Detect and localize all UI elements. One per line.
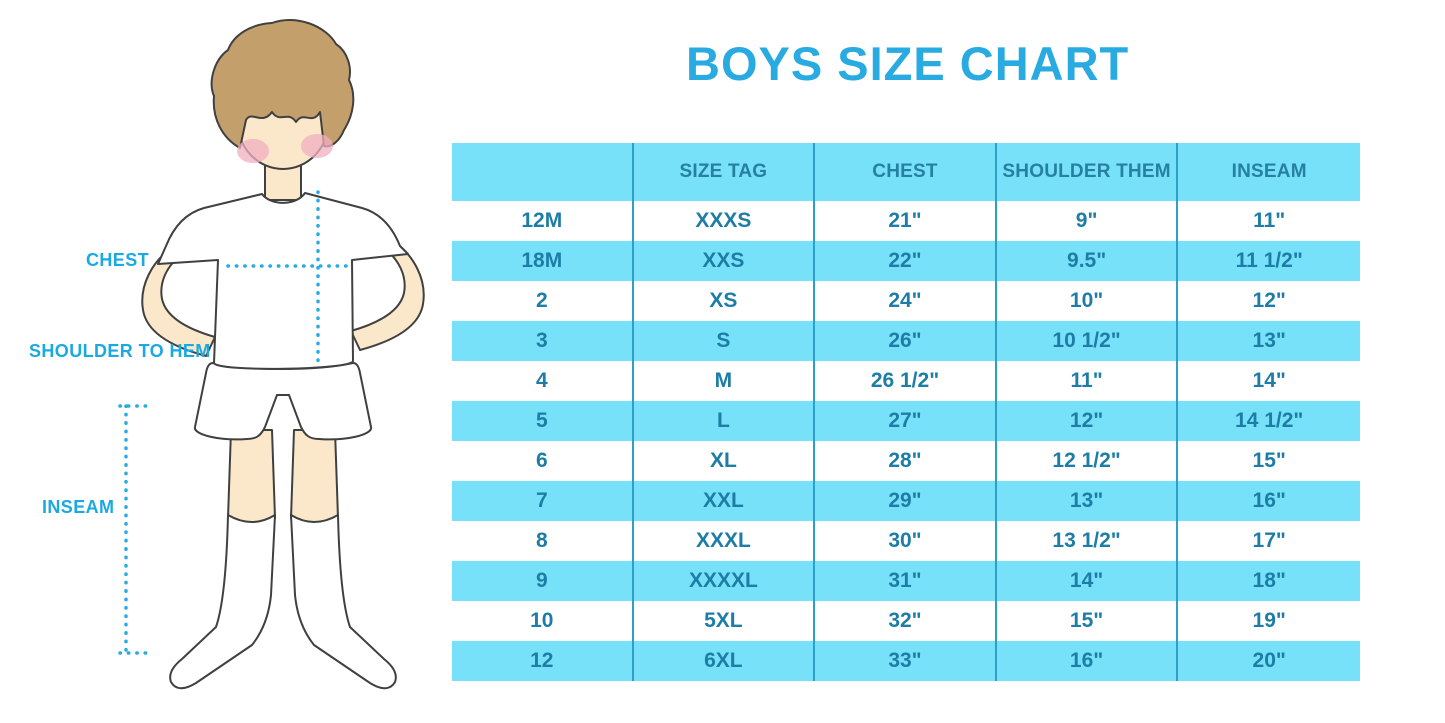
column-header-shoulder-them: SHOULDER THEM xyxy=(997,143,1179,201)
table-cell: 14" xyxy=(1252,369,1286,392)
table-row: 9 XXXXL 31" 14" 18" xyxy=(452,561,1360,601)
table-row: 18M XXS 22" 9.5" 11 1/2" xyxy=(452,241,1360,281)
hair xyxy=(210,18,355,149)
table-cell: 26" xyxy=(815,321,997,361)
table-cell: 21" xyxy=(815,201,997,241)
table-cell: 3 xyxy=(452,321,634,361)
arm-right xyxy=(350,240,425,351)
table-body: 12M XXXS 21" 9" 11" 18M XXS 22" 9.5" 11 … xyxy=(452,201,1360,681)
column-header-size-tag: SIZE TAG xyxy=(634,143,816,201)
table-cell: 13" xyxy=(1252,329,1286,352)
table-cell: 12" xyxy=(997,401,1179,441)
table-cell: 9" xyxy=(997,201,1179,241)
table-cell: L xyxy=(634,401,816,441)
arm-left xyxy=(141,246,216,357)
table-cell: 5 xyxy=(452,401,634,441)
table-cell: 15" xyxy=(1252,449,1286,472)
table-cell: 17" xyxy=(1252,529,1286,552)
table-cell: XXL xyxy=(634,481,816,521)
leg-left xyxy=(227,429,276,528)
table-cell: 12 1/2" xyxy=(997,441,1179,481)
table-cell: 29" xyxy=(815,481,997,521)
table-cell: 16" xyxy=(1252,489,1286,512)
table-row: 3 S 26" 10 1/2" 13" xyxy=(452,321,1360,361)
table-cell: 10" xyxy=(997,281,1179,321)
table-cell: 11" xyxy=(1253,209,1286,232)
sock-left xyxy=(169,514,276,690)
leg-right xyxy=(290,429,339,528)
table-row: 4 M 26 1/2" 11" 14" xyxy=(452,361,1360,401)
table-cell: XXXS xyxy=(634,201,816,241)
cheek-left xyxy=(237,139,269,163)
table-cell: XS xyxy=(634,281,816,321)
table-cell: 28" xyxy=(815,441,997,481)
table-cell: 22" xyxy=(815,241,997,281)
table-row: 12M XXXS 21" 9" 11" xyxy=(452,201,1360,241)
table-cell: 31" xyxy=(815,561,997,601)
table-cell: 11 1/2" xyxy=(1235,249,1303,272)
table-cell: 6 xyxy=(452,441,634,481)
table-cell: 9 xyxy=(452,561,634,601)
table-cell: 33" xyxy=(815,641,997,681)
cheek-right xyxy=(301,134,333,158)
table-cell: XXXL xyxy=(634,521,816,561)
inseam-label: INSEAM xyxy=(42,497,115,517)
table-cell: 13" xyxy=(997,481,1179,521)
column-header-chest: CHEST xyxy=(815,143,997,201)
table-cell: XXS xyxy=(634,241,816,281)
table-cell: 10 1/2" xyxy=(997,321,1179,361)
sock-right xyxy=(290,514,397,690)
table-row: 6 XL 28" 12 1/2" 15" xyxy=(452,441,1360,481)
table-cell: 7 xyxy=(452,481,634,521)
table-cell: 9.5" xyxy=(997,241,1179,281)
table-cell: 24" xyxy=(815,281,997,321)
shoulder-to-hem-label: SHOULDER TO HEM xyxy=(29,341,211,361)
boy-illustration xyxy=(118,18,425,690)
table-cell: 19" xyxy=(1252,609,1286,632)
table-cell: 4 xyxy=(452,361,634,401)
table-cell: 32" xyxy=(815,601,997,641)
table-cell: 11" xyxy=(997,361,1179,401)
table-cell: 14" xyxy=(997,561,1179,601)
table-cell: M xyxy=(634,361,816,401)
table-cell: 14 1/2" xyxy=(1235,409,1304,432)
table-row: 10 5XL 32" 15" 19" xyxy=(452,601,1360,641)
table-cell: 12M xyxy=(452,201,634,241)
table-cell: 20" xyxy=(1252,649,1286,672)
table-cell: 30" xyxy=(815,521,997,561)
table-cell: 13 1/2" xyxy=(997,521,1179,561)
chest-label: CHEST xyxy=(86,250,150,270)
table-row: 2 XS 24" 10" 12" xyxy=(452,281,1360,321)
table-cell: S xyxy=(634,321,816,361)
column-header-inseam: INSEAM xyxy=(1231,161,1307,182)
t-shirt xyxy=(157,192,409,370)
table-cell: 27" xyxy=(815,401,997,441)
table-cell: 8 xyxy=(452,521,634,561)
table-cell: 12" xyxy=(1252,289,1286,312)
table-header-row: SIZE TAG CHEST SHOULDER THEM INSEAM xyxy=(452,143,1360,201)
table-cell: 2 xyxy=(452,281,634,321)
size-chart-table: SIZE TAG CHEST SHOULDER THEM INSEAM 12M … xyxy=(452,143,1360,681)
table-cell: 5XL xyxy=(634,601,816,641)
table-cell: 16" xyxy=(997,641,1179,681)
table-row: 5 L 27" 12" 14 1/2" xyxy=(452,401,1360,441)
table-cell: 18" xyxy=(1252,569,1286,592)
table-cell: 12 xyxy=(452,641,634,681)
table-cell: XL xyxy=(634,441,816,481)
table-cell: 18M xyxy=(452,241,634,281)
shorts xyxy=(194,362,372,441)
column-header-size-age xyxy=(452,143,634,201)
table-cell: 26 1/2" xyxy=(815,361,997,401)
table-cell: XXXXL xyxy=(634,561,816,601)
table-cell: 15" xyxy=(997,601,1179,641)
page-title: BOYS SIZE CHART xyxy=(686,37,1130,90)
table-row: 12 6XL 33" 16" 20" xyxy=(452,641,1360,681)
table-row: 8 XXXL 30" 13 1/2" 17" xyxy=(452,521,1360,561)
table-cell: 10 xyxy=(452,601,634,641)
table-row: 7 XXL 29" 13" 16" xyxy=(452,481,1360,521)
table-cell: 6XL xyxy=(634,641,816,681)
